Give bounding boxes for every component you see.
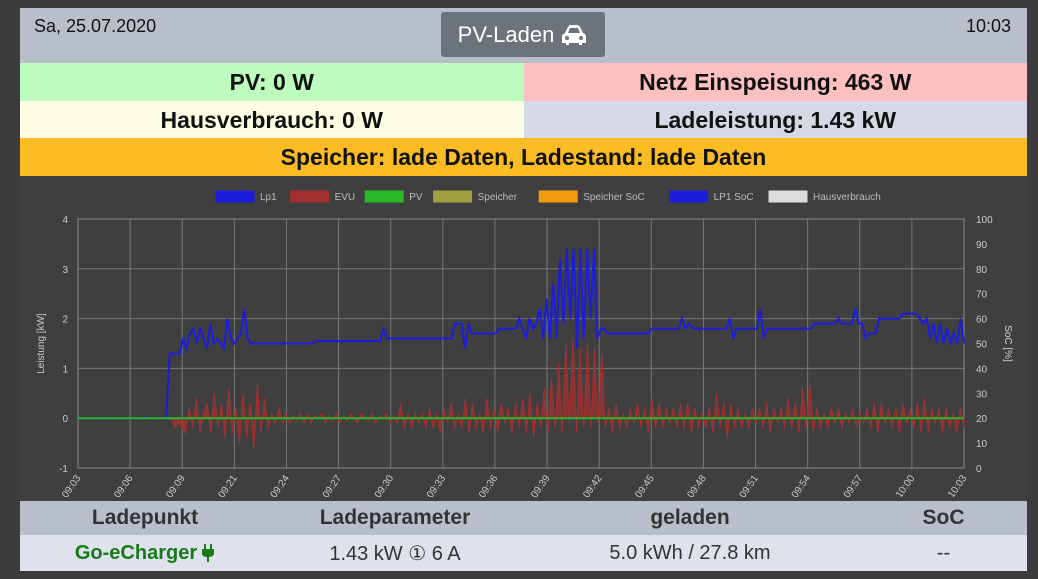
x-tick-label: 09:27	[321, 473, 345, 497]
x-tick-label: 09:39	[529, 473, 553, 497]
power-chart: Lp1 EVU PV Speicher Speicher SoC LP1 SoC Hausv…	[20, 183, 1027, 497]
soc-value: --	[936, 541, 951, 564]
charge-mode-button[interactable]: PV-Laden	[441, 12, 605, 57]
charge-parameters: 1.43 kW ① 6 A	[329, 542, 461, 565]
x-tick-label: 10:00	[894, 473, 918, 497]
table-header: Ladepunkt Ladeparameter geladen SoC	[20, 501, 1027, 535]
header-ladeparameter: Ladeparameter	[319, 506, 471, 529]
legend-swatch	[669, 190, 709, 203]
legend-label: Speicher	[478, 192, 518, 203]
chargepoint-table: Ladepunkt Ladeparameter geladen SoC Go-e…	[20, 501, 1027, 571]
pv-status: PV: 0 W	[20, 63, 524, 101]
header-soc: SoC	[922, 506, 965, 529]
x-tick-label: 09:36	[477, 473, 501, 497]
y2-tick-label: 60	[976, 315, 988, 326]
header-ladepunkt: Ladepunkt	[91, 506, 199, 529]
legend-label: EVU	[335, 192, 356, 203]
legend-label: Speicher SoC	[583, 192, 645, 203]
charge-mode-label: PV-Laden	[457, 21, 555, 47]
x-tick-label: 09:30	[373, 473, 397, 497]
y-tick-label: 4	[62, 215, 68, 226]
y2-axis-title: SoC [%]	[1002, 325, 1013, 362]
x-tick-label: 09:51	[738, 473, 762, 497]
legend-swatch	[768, 190, 808, 203]
x-tick-label: 09:54	[790, 473, 814, 497]
x-tick-label: 09:48	[686, 473, 710, 497]
legend-label: Lp1	[260, 192, 277, 203]
y2-tick-label: 0	[976, 464, 982, 475]
y-tick-label: 2	[62, 315, 68, 326]
dashboard: Sa, 25.07.2020 PV-Laden 10:03 PV: 0 W Ne…	[20, 8, 1027, 571]
y2-tick-label: 80	[976, 265, 988, 276]
y-tick-label: 3	[62, 265, 68, 276]
chargepoint-cell[interactable]: Go-eCharger	[20, 535, 270, 571]
y-tick-label: -1	[59, 464, 68, 475]
table-row[interactable]: Go-eCharger 1.43 kW ① 6 A 5.0 kWh / 27.8…	[20, 535, 1027, 571]
y2-tick-label: 90	[976, 240, 988, 251]
grid-status: Netz Einspeisung: 463 W	[523, 63, 1027, 101]
date-label: Sa, 25.07.2020	[34, 16, 157, 36]
legend-swatch	[433, 190, 473, 203]
header-bar: Sa, 25.07.2020 PV-Laden 10:03	[20, 8, 1027, 63]
storage-status: Speicher: lade Daten, Ladestand: lade Da…	[20, 138, 1027, 176]
x-tick-label: 09:42	[581, 473, 605, 497]
car-icon	[562, 24, 587, 45]
y2-tick-label: 20	[976, 414, 988, 425]
y-tick-label: 1	[62, 364, 68, 375]
status-row-1: PV: 0 W Netz Einspeisung: 463 W	[20, 63, 1027, 101]
plug-icon	[202, 544, 215, 562]
y2-tick-label: 50	[976, 340, 988, 351]
charged-amount: 5.0 kWh / 27.8 km	[609, 541, 771, 564]
y2-tick-label: 40	[976, 364, 988, 375]
legend-swatch	[290, 190, 330, 203]
y-axis-title: Leistung [kW]	[36, 313, 47, 374]
x-tick-label: 09:06	[112, 473, 136, 497]
legend-label: LP1 SoC	[714, 192, 754, 203]
power-chart-svg: Lp1 EVU PV Speicher Speicher SoC LP1 SoC Hausv…	[36, 190, 1013, 497]
y2-tick-label: 10	[976, 439, 988, 450]
chargepoint-name[interactable]: Go-eCharger	[74, 541, 198, 564]
legend-label: Hausverbrauch	[813, 192, 881, 203]
legend-swatch	[215, 190, 255, 203]
legend-swatch	[364, 190, 404, 203]
house-consumption-status: Hausverbrauch: 0 W	[20, 101, 524, 139]
y2-tick-label: 100	[976, 215, 993, 226]
x-tick-label: 09:45	[633, 473, 657, 497]
status-row-2: Hausverbrauch: 0 W Ladeleistung: 1.43 kW	[20, 101, 1027, 139]
x-tick-label: 09:33	[425, 473, 449, 497]
x-tick-label: 09:03	[60, 473, 84, 497]
y-tick-label: 0	[62, 414, 68, 425]
x-tick-label: 09:57	[842, 473, 866, 497]
y2-tick-label: 30	[976, 389, 988, 400]
charge-power-status: Ladeleistung: 1.43 kW	[523, 101, 1027, 139]
legend-swatch	[538, 190, 578, 203]
x-tick-label: 10:03	[946, 473, 970, 497]
series-lp1	[78, 248, 965, 420]
series-evu	[78, 338, 965, 449]
x-tick-label: 09:24	[269, 473, 293, 497]
legend-label: PV	[409, 192, 423, 203]
y2-tick-label: 70	[976, 290, 988, 301]
time-label: 10:03	[965, 16, 1011, 36]
x-tick-label: 09:09	[164, 473, 188, 497]
x-tick-label: 09:21	[216, 473, 240, 497]
header-geladen: geladen	[650, 506, 730, 529]
